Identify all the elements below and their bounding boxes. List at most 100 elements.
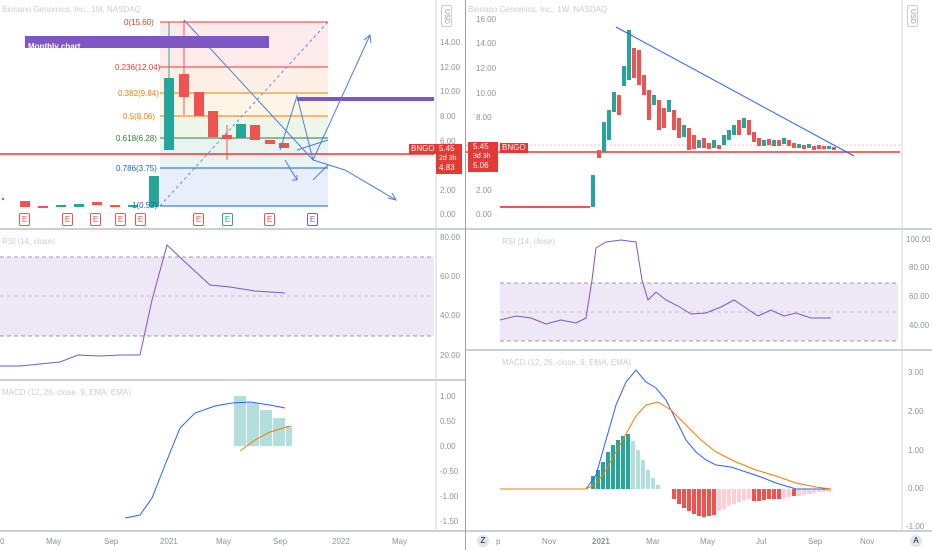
left-time-tick: May (392, 537, 408, 546)
right-price-tag: 5.45 3d 3h 5.06 (468, 142, 498, 172)
earnings-badge[interactable]: E (62, 213, 73, 226)
left-candles (2, 20, 289, 208)
left-currency-label[interactable]: USD (441, 5, 452, 27)
left-price-tick: 12.00 (440, 63, 461, 72)
left-macd-tick: 0.00 (440, 442, 456, 451)
right-price-tick: 8.00 (476, 113, 492, 122)
left-price-tick: 10.00 (440, 87, 461, 96)
left-macd-tick: -0.50 (440, 467, 459, 476)
earnings-badge[interactable]: E (135, 213, 146, 226)
right-price-tick: 2.00 (476, 186, 492, 195)
rsi-line (499, 239, 831, 325)
left-time-tick: May (46, 537, 62, 546)
left-macd-tick: -1.50 (440, 517, 459, 526)
right-rsi-tick: 40.00 (909, 321, 930, 330)
macd-histogram (591, 434, 831, 517)
earnings-badge[interactable]: E (264, 213, 275, 226)
right-symbol-tag: BNGO (500, 143, 528, 153)
left-price-tick: 6.00 (440, 137, 456, 146)
macd-line (124, 401, 286, 519)
left-price-tick: 0.00 (440, 210, 456, 219)
right-price-tick: 12.00 (476, 64, 497, 73)
trend-line (615, 26, 855, 157)
right-second-price: 5.06 (473, 161, 489, 170)
right-macd-tick: -1.00 (906, 522, 925, 531)
right-rsi-tick: 60.00 (909, 292, 930, 301)
left-countdown: 2d 3h (439, 155, 457, 162)
left-time-tick: May (216, 537, 232, 546)
left-chart-title: Bionano Genomics, Inc., 1M, NASDAQ (2, 5, 141, 14)
fib-zone-5 (160, 168, 328, 206)
rsi-line (0, 244, 286, 367)
left-time-tick: 0 (0, 537, 5, 546)
panel-divider (465, 0, 466, 550)
left-chart-panel[interactable]: Bionano Genomics, Inc., 1M, NASDAQ USD M… (0, 0, 465, 550)
right-price-tick: 14.00 (476, 39, 497, 48)
right-chart-title: Bionano Genomics, Inc., 1W, NASDAQ (468, 5, 608, 14)
right-time-tick: p (496, 537, 501, 546)
earnings-badge[interactable]: E (90, 213, 101, 226)
fib-label-05: 0.5(8.06) (123, 112, 156, 121)
right-price-tick: 10.00 (476, 89, 497, 98)
right-time-tick: 2021 (592, 537, 610, 546)
right-last-price: 5.45 (473, 142, 489, 151)
right-price-tick: 0.00 (476, 210, 492, 219)
left-rsi-tick: 80.00 (440, 233, 461, 242)
left-rsi-tick: 40.00 (440, 311, 461, 320)
earnings-badge[interactable]: E (19, 213, 30, 226)
earnings-badge[interactable]: E (307, 213, 318, 226)
left-symbol-tag: BNGO (409, 144, 437, 154)
left-time-tick: Sep (104, 537, 119, 546)
right-rsi-tick: 100.00 (906, 235, 931, 244)
auto-scale-button[interactable]: A (910, 535, 922, 547)
fib-label-0236: 0.236(12.04) (115, 63, 161, 72)
macd-line (500, 369, 831, 490)
right-macd-tick: 1.00 (908, 446, 924, 455)
fib-label-1: 1(0.52) (132, 201, 158, 210)
left-price-tick: 2.00 (440, 186, 456, 195)
right-macd-tick: 3.00 (908, 368, 924, 377)
right-price-tick: 16.00 (476, 15, 497, 24)
right-time-tick: Jul (756, 537, 767, 546)
left-rsi-title: RSI (14, close) (2, 237, 55, 246)
left-macd-tick: 0.50 (440, 417, 456, 426)
left-last-price: 5.45 (439, 144, 455, 153)
left-macd-tick: -1.00 (440, 492, 459, 501)
earnings-badge[interactable]: E (193, 213, 204, 226)
macd-signal (500, 401, 832, 490)
annotation-box[interactable]: Monthly chart (25, 36, 269, 51)
annotation-label: Monthly chart (28, 42, 81, 51)
right-rsi-tick: 80.00 (909, 263, 930, 272)
earnings-badge[interactable]: E (222, 213, 233, 226)
right-time-tick: Sep (808, 537, 823, 546)
right-time-tick: Nov (860, 537, 875, 546)
right-macd-tick: 2.00 (908, 407, 924, 416)
left-time-tick: 2021 (160, 537, 178, 546)
left-rsi-tick: 60.00 (440, 272, 461, 281)
fib-label-0: 0(15.60) (124, 18, 154, 27)
right-currency-label[interactable]: USD (907, 5, 918, 27)
zoom-button[interactable]: Z (477, 535, 489, 547)
earnings-badge[interactable]: E (115, 213, 126, 226)
left-time-tick: 2022 (332, 537, 350, 546)
right-macd-title: MACD (12, 26, close, 9, EMA, EMA) (502, 358, 631, 367)
right-chart-panel[interactable]: Bionano Genomics, Inc., 1W, NASDAQ USD 1… (466, 0, 932, 550)
fib-zone-4 (160, 138, 328, 168)
left-price-tick: 14.00 (440, 38, 461, 47)
resistance-bar (297, 97, 434, 101)
fib-label-0618: 0.618(6.28) (116, 134, 157, 143)
left-macd-tick: 1.00 (440, 392, 456, 401)
left-macd-title: MACD (12, 26, close, 9, EMA, EMA) (2, 388, 131, 397)
right-time-tick: May (700, 537, 716, 546)
right-time-tick: Nov (542, 537, 557, 546)
macd-histogram (234, 396, 292, 446)
left-second-price: 4.83 (439, 163, 455, 172)
left-chart-svg (0, 0, 465, 532)
left-rsi-tick: 20.00 (440, 351, 461, 360)
fib-label-0382: 0.382(9.84) (118, 89, 159, 98)
right-macd-tick: 0.00 (908, 484, 924, 493)
left-price-tag: 5.45 2d 3h 4.83 (436, 144, 462, 174)
left-time-tick: Sep (273, 537, 288, 546)
left-price-tick: 8.00 (440, 112, 456, 121)
fib-label-0786: 0.786(3.75) (116, 164, 157, 173)
